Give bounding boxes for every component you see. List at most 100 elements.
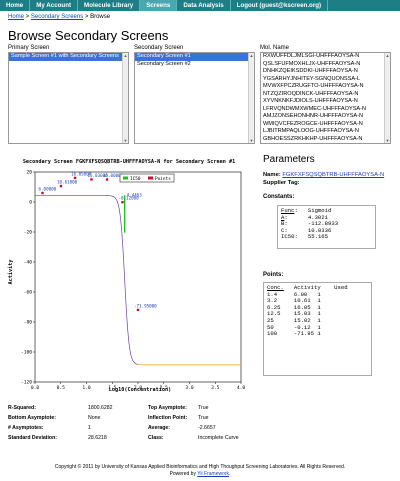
constant-key: IC50 [281,233,295,241]
num-asymptotes-value: 1 [88,425,91,431]
breadcrumb-separator: > [83,14,91,20]
listbox-option[interactable]: MVWXFPCZRUGFTO-UHFFFAOYSA-N [263,83,364,89]
mol-name-label: Mol. Name [260,45,290,51]
points-box: Conc. Activity Used 1.4 6.00 1 3.2 10.61 1… [263,282,372,376]
supplier-tag-label: Supplier Tag: [263,180,300,186]
data-point-label: 16.05000 [71,171,92,176]
constant-key: C [281,226,285,234]
scroll-up-icon[interactable]: ▲ [123,53,128,58]
legend-points-swatch [148,176,153,180]
x-tick-label: 0.0 [31,385,40,391]
listbox-option[interactable]: FGKFXFSQSQBTRB-UHFFFAOYSA-N [261,143,390,144]
nav-logout[interactable]: Logout (guest@kscreen.org) [231,0,329,11]
legend-ic50-swatch [123,176,128,180]
constant-value: Sigmoid [307,207,332,214]
data-point-label: -0.12000 [118,196,139,201]
yii-framework-link[interactable]: Yii Framework [197,471,230,477]
listbox-option[interactable]: NTZQZIROQDINCK-UHFFFAOYSA-N [263,90,359,97]
data-point [90,178,93,181]
breadcrumb-separator: > [24,14,31,20]
secondary-screen-listbox[interactable]: Secondary Screen #1 Secondary Screen #2 ▲ ▼ [134,52,255,144]
listbox-option[interactable]: Secondary Screen #2 [137,60,191,67]
points-row: 50 -0.12 1 [267,323,321,331]
primary-screen-listbox[interactable]: Sample Screen #1 with Secondary Screens ▲… [8,52,129,144]
y-tick-label: 0 [29,200,32,206]
chart-y-axis-label: Activity [8,260,14,285]
primary-screen-label: Primary Screen [8,45,50,51]
scrollbar[interactable]: ▲ ▼ [122,53,128,143]
constant-key: A [281,213,285,221]
listbox-option[interactable]: LFRVQNDWMXWMEC-UHFFFAOYSA-N [263,105,367,112]
constant-value: 4.3021 [307,213,329,221]
listbox-option[interactable]: LJBITRMPAQLOOG-UHFFFAOYSA-N [263,128,359,134]
y-tick-label: -40 [24,260,33,266]
listbox-option[interactable]: GBHOESSZRKHKHP-UHFFFAOYSA-N [263,135,363,142]
scrollbar[interactable]: ▲ ▼ [384,53,390,143]
top-nav: Home My Account Molecule Library Screens… [0,0,400,11]
listbox-option[interactable]: QSLSFUFMOXHLJX-UHFFFAOYSA-N [263,60,361,67]
average-label: Average: [148,425,171,431]
breadcrumb-home-link[interactable]: Home [8,14,25,20]
copyright-text: Copyright © 2011 by University of Kansas… [54,464,346,470]
data-point [136,308,140,312]
data-point [121,200,124,204]
class-value: Incomplete Curve [198,435,239,441]
scroll-up-icon[interactable]: ▲ [385,53,390,58]
powered-by-line: Powered by Yii Framework. [0,471,400,478]
inflection-point-label: Inflection Point: [148,415,188,421]
data-point [73,176,77,180]
listbox-option[interactable]: WMIQVCFEZROGCE-UHFFFAOYSA-N [263,120,363,127]
listbox-option[interactable]: Secondary Screen #1 [135,53,254,61]
chart-svg: Secondary Screen FGKFXFSQSQBTRB-UHFFFAOY… [8,159,245,393]
parameters-heading: Parameters [263,154,315,165]
bottom-asymptote-value: None [88,415,101,421]
listbox-option[interactable]: DNHKZQEIKSDDKI-UHFFFAOYSA-N [263,68,358,74]
dose-response-chart: Secondary Screen FGKFXFSQSQBTRB-UHFFFAOY… [5,154,253,394]
listbox-option[interactable]: YGSARHYJNHITEY-SGNQUONSSA-L [263,75,361,82]
ic50-label: 4.4463 [127,192,143,197]
y-tick-label: -20 [24,230,33,236]
nav-data-analysis[interactable]: Data Analysis [177,0,231,11]
powered-by-suffix: . [229,471,231,477]
average-value: -2.6657 [198,425,216,431]
nav-molecule-library[interactable]: Molecule Library [78,0,141,11]
constant-row: IC50: 55.165 [281,233,329,241]
scroll-down-icon[interactable]: ▼ [123,138,128,143]
nav-screens[interactable]: Screens [140,0,178,11]
points-header-conc: Conc. [267,284,284,291]
listbox-option[interactable]: AMJZONSEHONHNR-UHFFFAOYSA-N [263,113,364,119]
x-tick-label: 2.5 [160,385,169,391]
name-label: Name: [263,172,281,178]
mol-name-listbox[interactable]: RXWUFFDLJMLSGI-UHFFFAOYSA-N QSLSFUFMOXHLJ… [260,52,391,144]
breadcrumb-secondary-screens-link[interactable]: Secondary Screens [30,14,84,20]
scroll-up-icon[interactable]: ▲ [249,53,254,58]
scroll-down-icon[interactable]: ▼ [249,138,254,143]
data-point [41,191,44,195]
nav-home[interactable]: Home [0,0,31,11]
data-point-label: 10.61000 [57,180,78,185]
constant-value: 55.165 [307,233,329,241]
y-tick-label: -60 [24,290,33,296]
x-tick-label: 0.5 [57,385,66,391]
listbox-option[interactable]: XYVNKNKFJDIOLS-UHFFFAOYSA-N [263,98,358,104]
molecule-name-line: Name: FGKFXFSQSQBTRB-UHFFFAOYSA-N [263,172,384,178]
points-row: 25 15.02 1 [267,316,321,324]
points-header-row: Conc. Activity Used [267,284,368,292]
fit-curve [35,195,139,365]
listbox-option[interactable]: Sample Screen #1 with Secondary Screens [9,53,128,61]
listbox-option[interactable]: RXWUFFDLJMLSGI-UHFFFAOYSA-N [263,53,360,59]
nav-my-account[interactable]: My Account [30,0,79,11]
num-asymptotes-label: # Asymptotes: [8,425,44,431]
data-point [105,178,109,181]
scrollbar[interactable]: ▲ ▼ [248,53,254,143]
footer: Copyright © 2011 by University of Kansas… [0,464,400,478]
points-row: 100 -71.95 1 [267,330,321,338]
scroll-down-icon[interactable]: ▼ [385,138,390,143]
molecule-name-link[interactable]: FGKFXFSQSQBTRB-UHFFFAOYSA-N [282,172,385,178]
y-tick-label: -100 [21,350,32,356]
x-tick-label: 3.0 [185,385,194,391]
class-label: Class: [148,435,164,441]
x-tick-label: 3.5 [211,385,220,391]
x-tick-label: 1.0 [82,385,91,391]
chart-x-axis-label: Log10(Concentration) [109,387,171,393]
